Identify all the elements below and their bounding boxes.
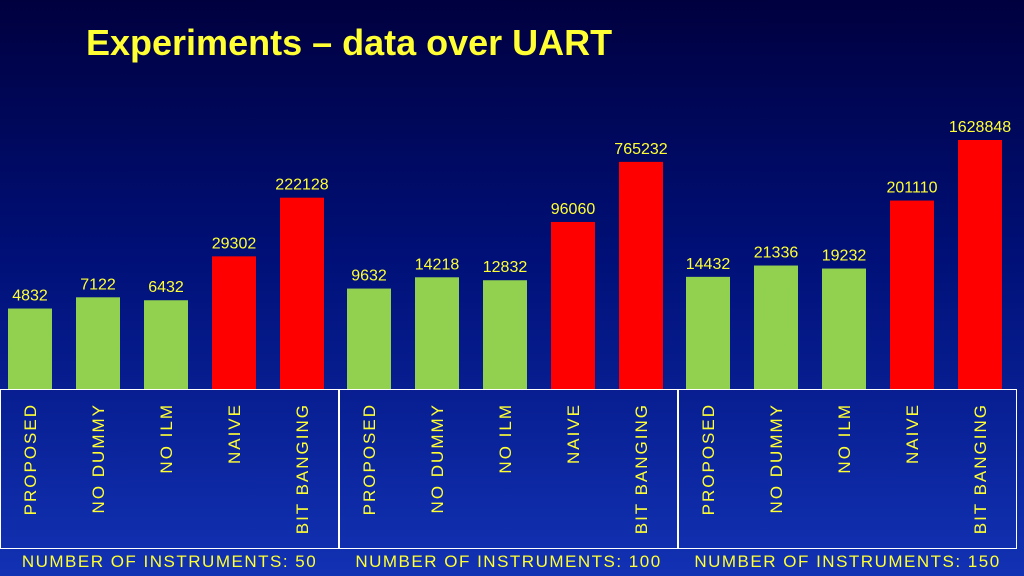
- data-label: 9632: [351, 268, 387, 285]
- category-label: PROPOSED: [699, 403, 718, 515]
- category-frame: [0, 389, 339, 549]
- bar: [483, 280, 527, 389]
- category-label: NO ILM: [496, 403, 515, 474]
- data-label: 6432: [148, 279, 184, 296]
- category-label: NO DUMMY: [767, 403, 786, 513]
- category-label: BIT BANGING: [971, 403, 990, 534]
- data-label: 7122: [80, 276, 116, 293]
- bar: [415, 277, 459, 389]
- data-label: 19232: [822, 248, 867, 265]
- data-label: 765232: [614, 141, 667, 158]
- bar: [212, 256, 256, 389]
- bar: [551, 221, 595, 389]
- group-label: NUMBER OF INSTRUMENTS: 50: [22, 552, 317, 571]
- data-label: 201110: [886, 180, 937, 197]
- bar: [754, 265, 798, 389]
- category-label: NO ILM: [157, 403, 176, 474]
- bar: [144, 300, 188, 389]
- category-label: NAIVE: [903, 403, 922, 464]
- data-label: 222128: [275, 177, 328, 194]
- data-label: 1628848: [949, 119, 1011, 136]
- category-label: PROPOSED: [21, 403, 40, 515]
- category-label: BIT BANGING: [632, 403, 651, 534]
- bar: [280, 197, 324, 389]
- data-label: 21336: [754, 245, 799, 262]
- category-frame: [339, 389, 678, 549]
- data-label: 12832: [483, 259, 528, 276]
- data-label: 96060: [551, 201, 596, 218]
- category-label: NAIVE: [564, 403, 583, 464]
- category-label: BIT BANGING: [293, 403, 312, 534]
- bar: [822, 268, 866, 389]
- bar: [958, 140, 1002, 389]
- slide-title: Experiments – data over UART: [86, 22, 613, 63]
- category-label: NAIVE: [225, 403, 244, 464]
- data-label: 14218: [415, 256, 460, 273]
- group-label: NUMBER OF INSTRUMENTS: 100: [355, 552, 661, 571]
- category-label: PROPOSED: [360, 403, 379, 515]
- data-label: 29302: [212, 235, 257, 252]
- data-label: 14432: [686, 256, 731, 273]
- category-label: NO DUMMY: [428, 403, 447, 513]
- group-label: NUMBER OF INSTRUMENTS: 150: [694, 552, 1000, 571]
- bar: [347, 288, 391, 389]
- bar: [619, 161, 663, 389]
- category-frame: [678, 389, 1017, 549]
- bar: [8, 308, 52, 389]
- bar: [686, 276, 730, 389]
- data-label: 4832: [12, 288, 48, 305]
- bar: [890, 200, 934, 389]
- bar: [76, 297, 120, 389]
- category-label: NO DUMMY: [89, 403, 108, 513]
- category-label: NO ILM: [835, 403, 854, 474]
